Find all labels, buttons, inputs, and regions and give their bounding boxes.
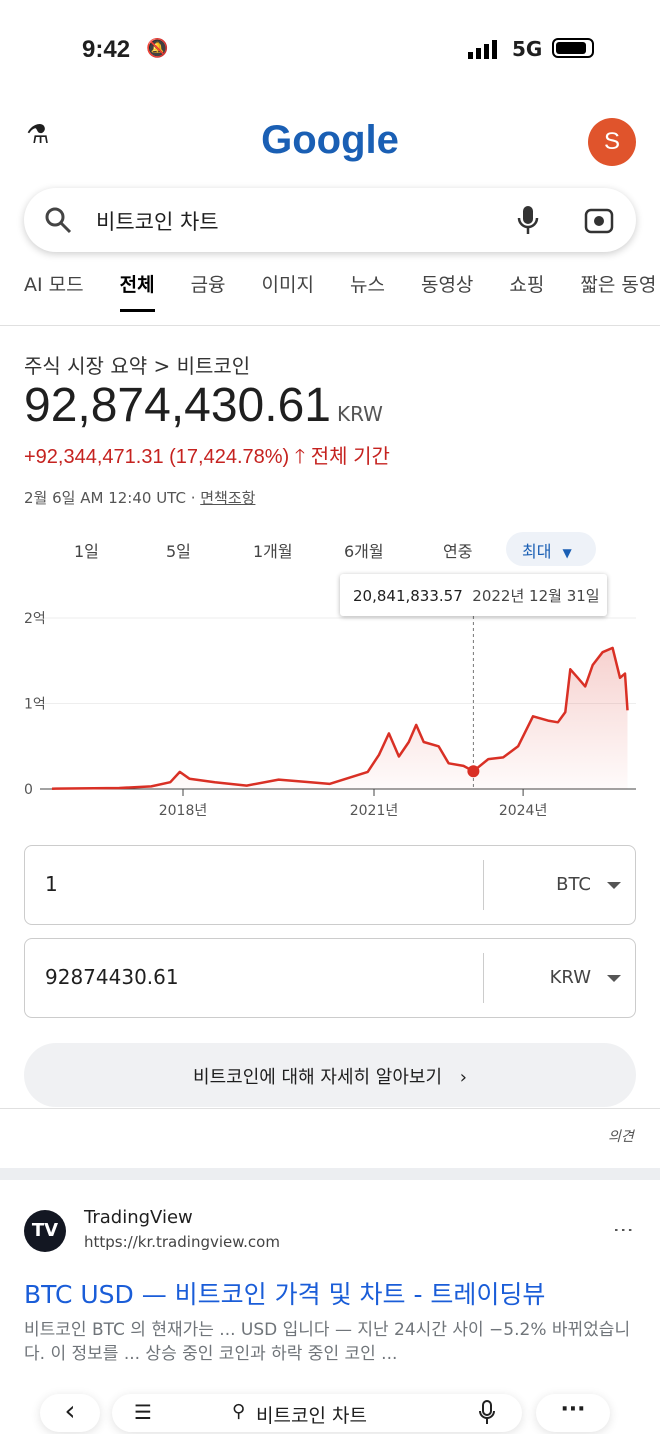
from-currency-select[interactable]: BTC <box>556 874 591 895</box>
tooltip-date: 2022년 12월 31일 <box>472 587 600 605</box>
tab-news[interactable]: 뉴스 <box>350 274 385 296</box>
search-tabs: AI 모드 전체 금융 이미지 뉴스 동영상 쇼핑 짧은 동영 <box>24 270 660 312</box>
silent-bell-icon: 🔕 <box>146 38 169 59</box>
caret-down-icon <box>607 882 621 889</box>
y-tick-label: 0 <box>24 782 33 798</box>
learn-more-button[interactable]: 비트코인에 대해 자세히 알아보기 › <box>24 1043 636 1107</box>
bottom-search-query[interactable]: 비트코인 차트 <box>256 1405 367 1427</box>
network-label: 5G <box>512 37 543 61</box>
chart-area <box>52 647 628 789</box>
price: 92,874,430.61 <box>24 379 331 432</box>
x-tick-label: 2024년 <box>499 803 548 819</box>
tab-all[interactable]: 전체 <box>119 270 155 312</box>
tooltip-value: 20,841,833.57 <box>353 587 463 605</box>
breadcrumb: 주식 시장 요약 > 비트코인 <box>24 354 251 378</box>
more-options-icon[interactable]: ⋮ <box>612 1220 636 1240</box>
range-max[interactable]: 최대 ▼ <box>506 532 596 566</box>
price-chart[interactable]: 0 1억 2억 2018년 2021년 2024년 <box>0 570 660 830</box>
section-separator <box>0 1168 660 1180</box>
battery-icon <box>552 38 594 58</box>
highlight-point <box>467 765 480 778</box>
caret-down-icon: ▼ <box>562 546 572 560</box>
range-1m[interactable]: 1개월 <box>253 542 293 561</box>
chart-tooltip: 20,841,833.57 2022년 12월 31일 <box>340 574 607 616</box>
tab-shopping[interactable]: 쇼핑 <box>509 274 545 296</box>
bottom-search-bar[interactable]: ☰ ⚲ 비트코인 차트 <box>112 1394 522 1432</box>
search-icon <box>45 207 72 234</box>
y-tick-label: 1억 <box>24 697 46 713</box>
price-row: 92,874,430.61 KRW <box>24 378 383 433</box>
more-menu-button[interactable]: ··· <box>536 1394 610 1432</box>
range-6m[interactable]: 6개월 <box>344 542 384 561</box>
tradingview-favicon: TV <box>24 1210 66 1252</box>
price-line <box>51 646 629 790</box>
tab-images[interactable]: 이미지 <box>261 274 314 296</box>
y-tick-label: 2억 <box>24 611 46 627</box>
google-doodle-logo[interactable]: Google <box>261 117 399 162</box>
range-5d[interactable]: 5일 <box>166 542 191 561</box>
arrow-up-icon: 🡑 <box>294 446 306 468</box>
result-site[interactable]: TradingView <box>84 1207 193 1228</box>
result-title-link[interactable]: BTC USD — 비트코인 가격 및 차트 - 트레이딩뷰 <box>24 1280 546 1309</box>
search-bar[interactable]: 비트코인 차트 <box>24 188 636 252</box>
labs-flask-icon[interactable]: ⚗ <box>26 120 50 150</box>
search-icon: ⚲ <box>232 1401 246 1422</box>
period: 전체 기간 <box>310 446 390 468</box>
timestamp: 2월 6일 AM 12:40 UTC · <box>24 489 201 507</box>
avatar[interactable]: S <box>588 118 636 166</box>
currency: KRW <box>336 402 383 426</box>
x-tick-label: 2021년 <box>350 803 399 819</box>
to-currency-select[interactable]: KRW <box>549 967 591 988</box>
chevron-right-icon: › <box>459 1067 467 1088</box>
tabs-icon[interactable]: ☰ <box>134 1400 152 1424</box>
divider <box>0 325 660 326</box>
range-ytd[interactable]: 연중 <box>443 542 473 561</box>
tab-ai-mode[interactable]: AI 모드 <box>24 274 84 296</box>
clock: 9:42 <box>82 36 131 63</box>
microphone-icon[interactable] <box>516 204 540 236</box>
x-tick-label: 2018년 <box>159 803 208 819</box>
status-bar: 9:42 🔕 5G <box>0 30 660 70</box>
tab-videos[interactable]: 동영상 <box>420 274 474 296</box>
price-change: +92,344,471.31 (17,424.78%) <box>24 446 290 468</box>
disclaimer-link[interactable]: 면책조항 <box>200 489 256 507</box>
camera-lens-icon[interactable] <box>584 206 614 234</box>
search-input[interactable]: 비트코인 차트 <box>96 210 219 234</box>
signal-icon <box>468 40 497 59</box>
tab-finance[interactable]: 금융 <box>190 274 226 296</box>
range-1d[interactable]: 1일 <box>74 542 99 561</box>
result-input[interactable]: 92874430.61 KRW <box>24 938 636 1018</box>
back-button[interactable]: ‹ <box>40 1394 100 1432</box>
amount-input[interactable]: 1 BTC <box>24 845 636 925</box>
tab-shorts[interactable]: 짧은 동영 <box>580 274 657 296</box>
result-snippet: 비트코인 BTC 의 현재가는 ... USD 입니다 — 지난 24시간 사이… <box>24 1320 631 1364</box>
result-url[interactable]: https://kr.tradingview.com <box>84 1233 280 1251</box>
caret-down-icon <box>607 975 621 982</box>
microphone-icon[interactable] <box>478 1400 496 1426</box>
feedback-link[interactable]: 의견 <box>608 1129 634 1145</box>
